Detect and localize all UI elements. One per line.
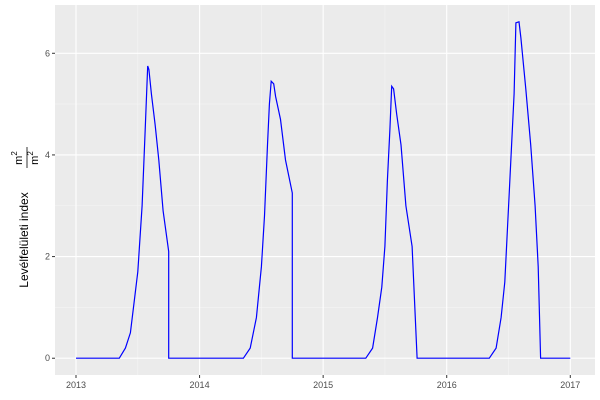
y-tick-label: 6 <box>45 48 50 58</box>
axis-ticks: 2013 2014 2015 2016 2017 0 2 4 6 <box>45 48 580 390</box>
y-axis-label: Levélfelületi index <box>17 192 31 287</box>
x-tick-label: 2016 <box>437 380 457 390</box>
x-tick-label: 2014 <box>190 380 210 390</box>
y-axis-unit-numerator: m2 <box>10 151 25 165</box>
series-line <box>76 21 571 359</box>
x-tick-label: 2013 <box>66 380 86 390</box>
y-tick-label: 4 <box>45 150 50 160</box>
y-tick-label: 0 <box>45 353 50 363</box>
x-tick-label: 2017 <box>560 380 580 390</box>
y-tick-label: 2 <box>45 252 50 262</box>
panel-background <box>55 5 595 375</box>
x-tick-label: 2015 <box>313 380 333 390</box>
y-axis-unit-denominator: m2 <box>26 151 41 165</box>
y-axis-title: Levélfelületi index m2 m2 <box>10 147 41 288</box>
